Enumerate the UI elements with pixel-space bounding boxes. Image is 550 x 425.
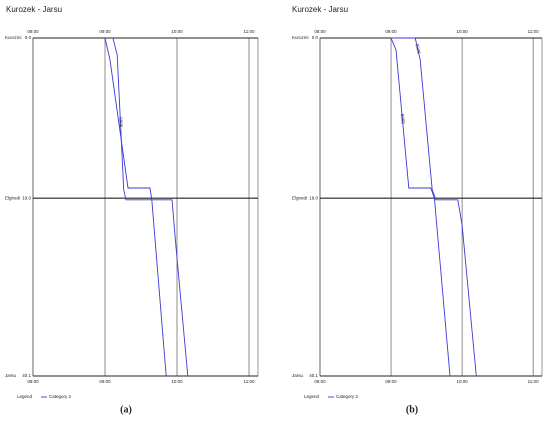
chart-title: Kurozek - Jarsu — [292, 5, 348, 14]
x-tick-label: 09:00 — [385, 379, 397, 384]
x-tick-label: 08:00 — [314, 379, 326, 384]
x-tick-label: 10:00 — [456, 29, 468, 34]
train-label: 5006 — [118, 117, 124, 128]
station-name: Elgiredi — [5, 195, 20, 200]
x-tick-label: 09:00 — [385, 29, 397, 34]
caption: (a) — [120, 404, 132, 415]
x-tick-label: 11:00 — [244, 379, 255, 384]
x-tick-label: 08:00 — [314, 29, 326, 34]
x-tick-label: 10:00 — [171, 379, 183, 384]
x-tick-label: 11:00 — [528, 29, 539, 34]
y-tick-label: 40.1 — [22, 373, 31, 378]
legend-entry: Category 2 — [49, 394, 72, 399]
train-line — [391, 37, 477, 377]
plot-frame — [32, 37, 259, 377]
plot-frame — [319, 37, 543, 377]
chart-panel: Kurozek - Jarsu 08:00 08:00 09:00 09:00 10:00… — [5, 5, 259, 415]
chart-panel: Kurozek - Jarsu 08:00 08:00 09:00 09:00 10:00… — [292, 5, 543, 415]
x-tick-label: 11:00 — [528, 379, 539, 384]
train-line — [112, 37, 189, 377]
train-label: 5005 — [400, 114, 406, 125]
x-tick-label: 10:00 — [171, 29, 183, 34]
chart-title: Kurozek - Jarsu — [6, 5, 62, 14]
x-tick-label: 08:00 — [27, 29, 39, 34]
train-label: 5006 — [414, 43, 421, 54]
station-name: Kurozmi — [5, 35, 22, 40]
station-name: Elgiredi — [292, 195, 307, 200]
x-tick-label: 08:00 — [27, 379, 39, 384]
train-line — [104, 37, 167, 377]
y-tick-label: 19.0 — [22, 195, 31, 200]
legend-entry: Category 2 — [336, 394, 359, 399]
y-tick-label: 0.0 — [312, 35, 319, 40]
y-tick-label: 19.0 — [309, 195, 318, 200]
legend-title: Legend — [304, 394, 320, 399]
station-name: Jarsu — [292, 373, 304, 378]
x-tick-label: 09:00 — [99, 29, 111, 34]
x-tick-label: 10:00 — [456, 379, 468, 384]
legend-title: Legend — [17, 394, 33, 399]
station-name: Jarsu — [5, 373, 17, 378]
y-tick-label: 40.1 — [309, 373, 318, 378]
x-tick-label: 11:00 — [244, 29, 255, 34]
caption: (b) — [406, 404, 418, 415]
x-tick-label: 09:00 — [99, 379, 111, 384]
station-name: Kurozmi — [292, 35, 309, 40]
train-line — [390, 37, 451, 377]
y-tick-label: 0.0 — [25, 35, 32, 40]
